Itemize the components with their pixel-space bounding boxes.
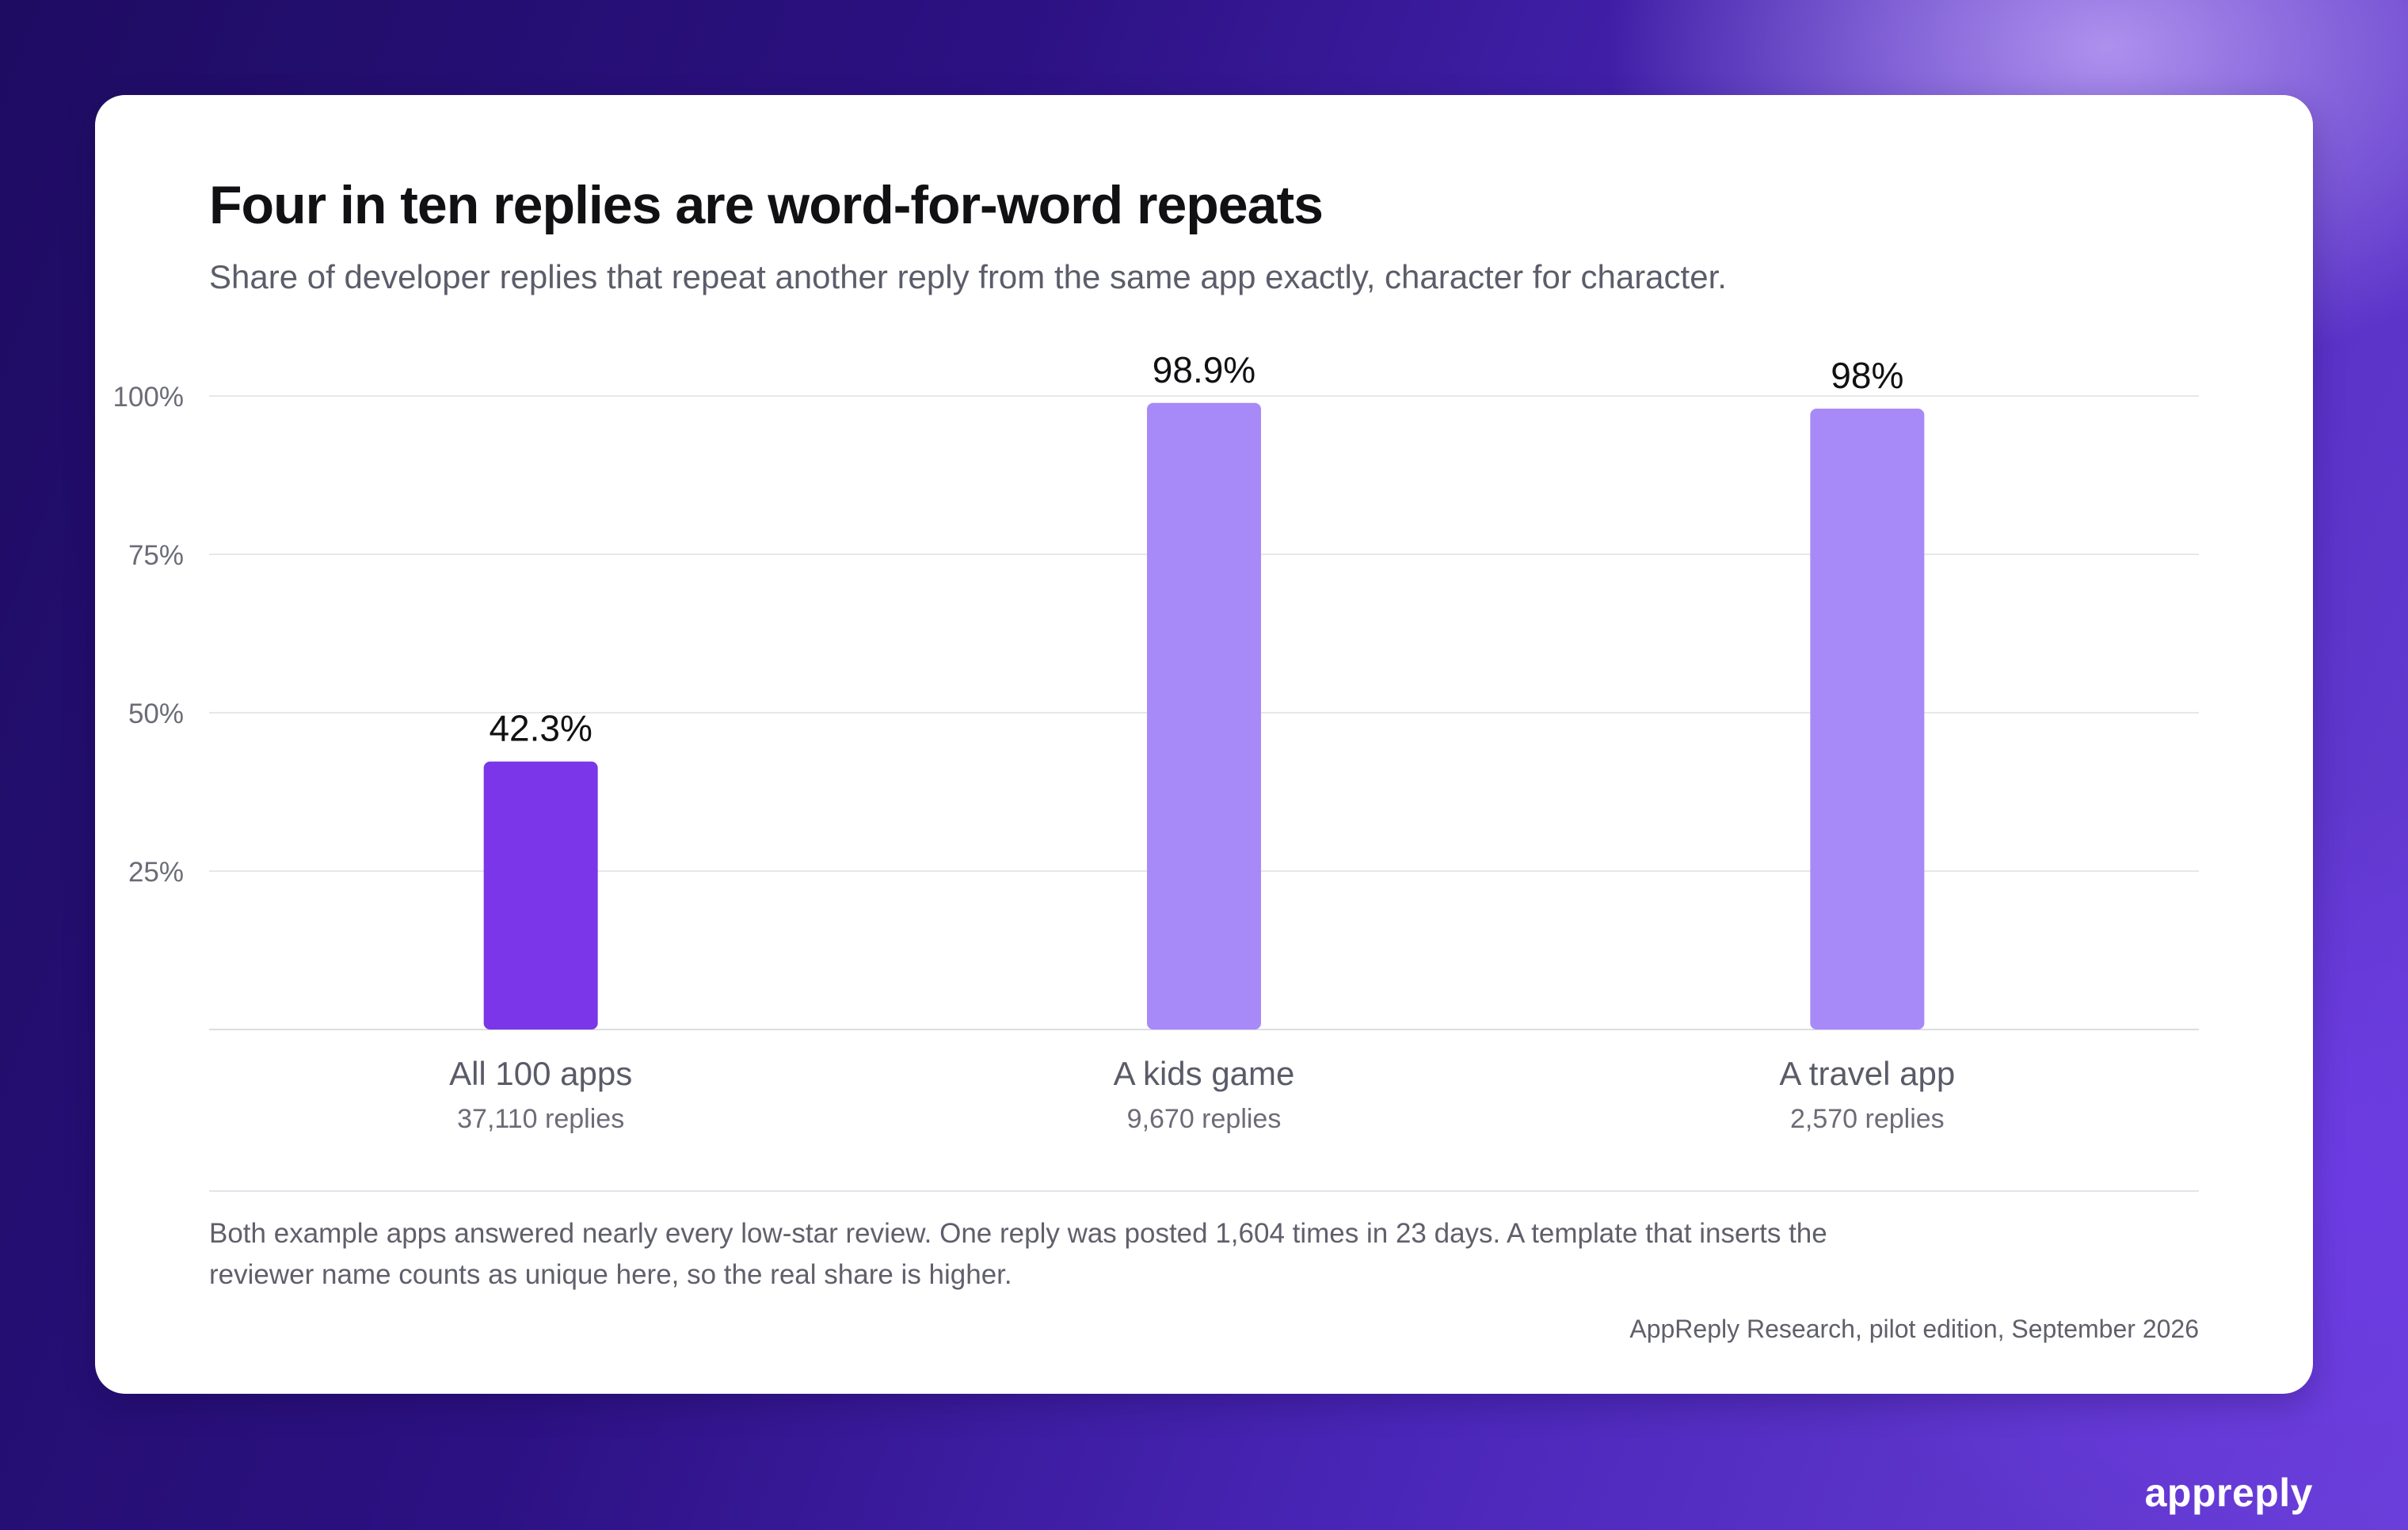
y-tick-label: 100% bbox=[112, 382, 184, 413]
chart-card: Four in ten replies are word-for-word re… bbox=[95, 95, 2313, 1394]
x-category-sublabel: 2,570 replies bbox=[1790, 1104, 1945, 1134]
footnote: Both example apps answered nearly every … bbox=[209, 1218, 1827, 1290]
brand-logo: appreply bbox=[2144, 1471, 2313, 1515]
x-category-sublabel: 37,110 replies bbox=[457, 1104, 624, 1134]
y-tick-label: 75% bbox=[128, 540, 184, 571]
bar-chart: 25% 50% 75% 100% 42.3% All 100 apps 37,110 rep… bbox=[112, 349, 2199, 1192]
bar bbox=[1147, 402, 1261, 1030]
bar bbox=[1810, 409, 1925, 1030]
x-category-label: All 100 apps bbox=[449, 1055, 632, 1092]
x-category-label: A kids game bbox=[1114, 1055, 1295, 1092]
y-tick-label: 50% bbox=[128, 698, 184, 729]
bar-value-label: 42.3% bbox=[489, 708, 592, 749]
x-category-label: A travel app bbox=[1779, 1055, 1955, 1092]
x-category-sublabel: 9,670 replies bbox=[1127, 1104, 1282, 1134]
source-credit: AppReply Research, pilot edition, Septem… bbox=[1629, 1315, 2199, 1343]
bar-value-label: 98.9% bbox=[1153, 349, 1255, 390]
chart-title: Four in ten replies are word-for-word re… bbox=[209, 175, 1324, 235]
chart-subtitle: Share of developer replies that repeat a… bbox=[209, 258, 1727, 295]
bar bbox=[483, 761, 598, 1030]
y-tick-label: 25% bbox=[128, 857, 184, 888]
bar-value-label: 98% bbox=[1831, 355, 1903, 396]
